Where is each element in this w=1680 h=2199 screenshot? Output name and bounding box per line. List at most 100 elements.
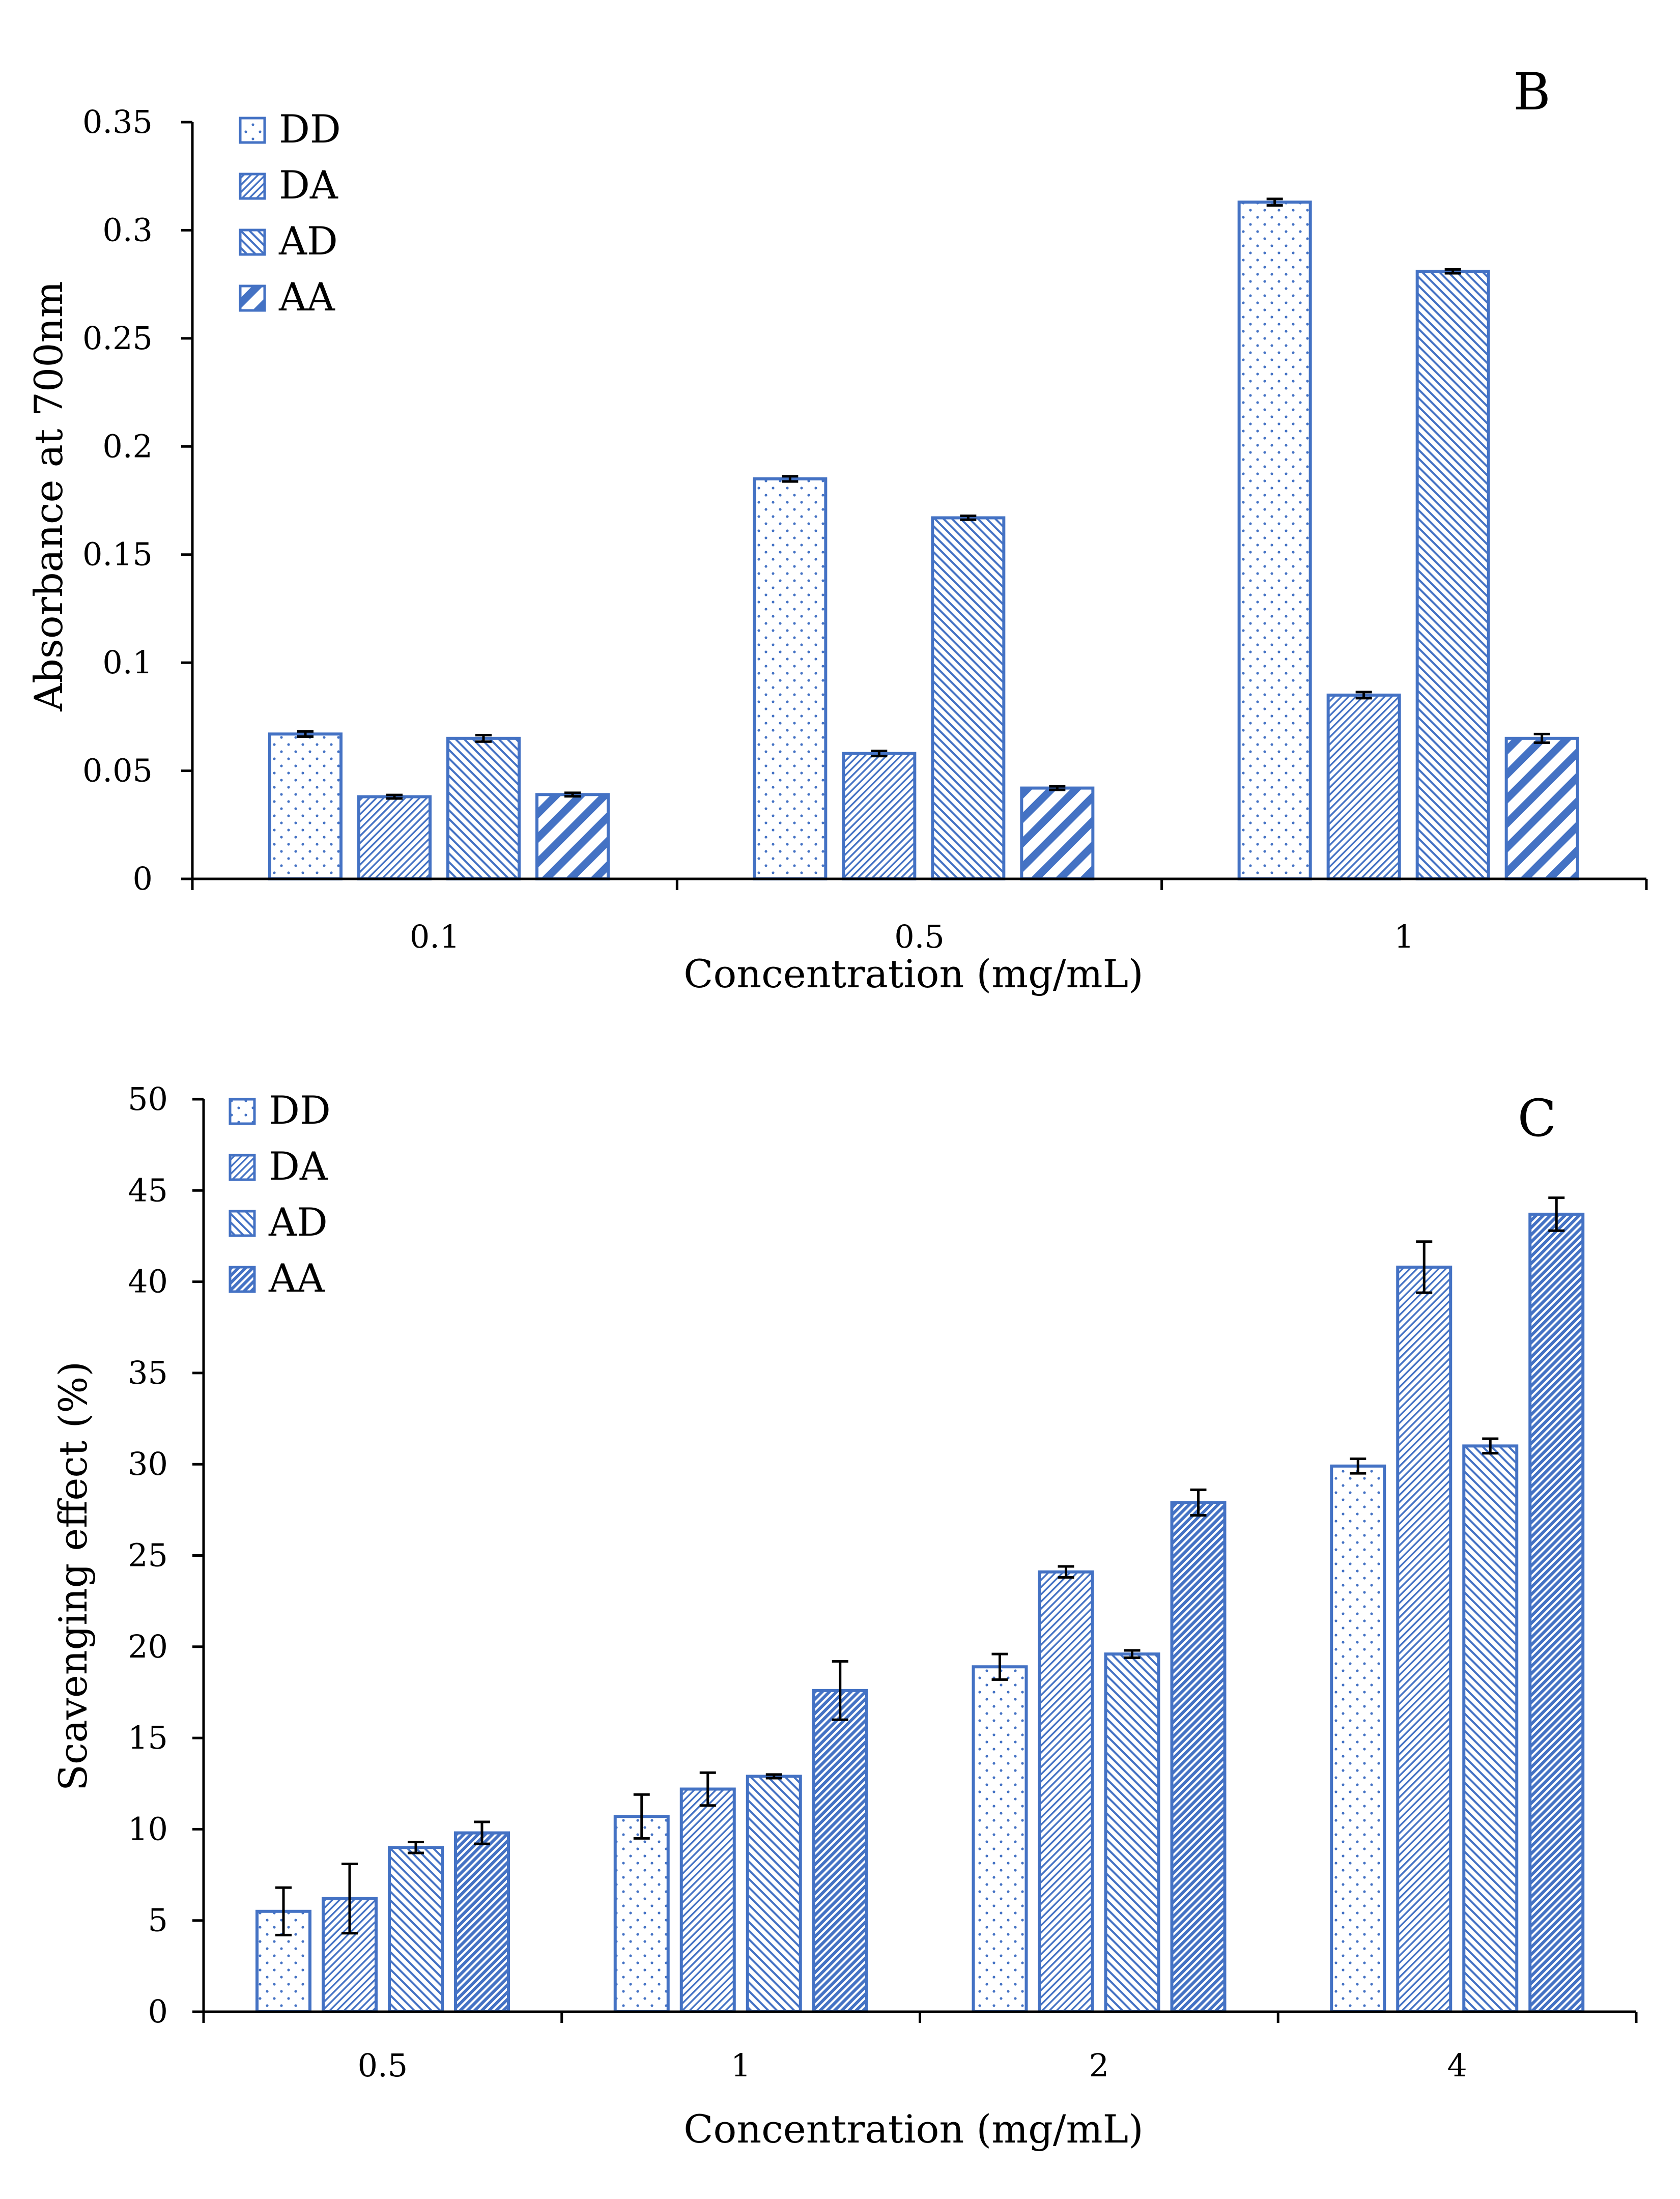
chart-c-bar: [388, 1846, 444, 2013]
chart-c-error-bar: [1416, 1240, 1433, 1294]
chart-c: C Scavenging effect (%) Concentration (m…: [50, 1080, 1638, 2152]
chart-c-ytick-label: 25: [128, 1537, 168, 1574]
chart-b-xtick-label: 0.1: [410, 918, 460, 955]
chart-b-bar: [535, 793, 610, 880]
chart-c-bar: [679, 1787, 736, 2014]
chart-b-bar: [1504, 736, 1579, 881]
chart-c-legend-swatch: [229, 1266, 256, 1293]
chart-b-error-bar: [1533, 732, 1550, 744]
chart-c-ytick-label: 40: [128, 1263, 168, 1300]
chart-c-bar: [613, 1815, 670, 2014]
chart-c-error-bar: [341, 1863, 358, 1935]
chart-b-bar: [1326, 693, 1401, 881]
chart-b-error-bar: [1355, 691, 1372, 700]
chart-c-error-bar: [991, 1652, 1008, 1681]
chart-c-error-bar: [474, 1820, 490, 1845]
chart-c-bar: [1462, 1444, 1519, 2014]
chart-c-legend-swatch: [229, 1098, 256, 1125]
chart-c-xtick-label: 1: [731, 2047, 751, 2084]
chart-b-ytick-label: 0.1: [102, 644, 153, 681]
chart-c-legend: DD DA AD AA: [229, 1088, 331, 1301]
chart-c-error-bar: [1124, 1649, 1141, 1659]
chart-b-bar: [268, 732, 343, 880]
chart-b-ytick-label: 0.15: [82, 536, 153, 573]
chart-b: B Absorbance at 700nm Concentration (mg/…: [26, 62, 1648, 996]
chart-c-error-bar: [408, 1841, 424, 1854]
chart-b-error-bar: [564, 791, 581, 798]
chart-b-legend-label: AD: [278, 218, 338, 264]
chart-b-error-bar: [1049, 785, 1066, 791]
chart-b-error-bar: [1444, 268, 1461, 275]
chart-b-ytick-label: 0.3: [102, 211, 153, 248]
chart-b-legend-swatch: [239, 229, 266, 256]
chart-b-legend-label: DA: [279, 162, 338, 208]
chart-c-legend-label: AA: [268, 1255, 325, 1301]
chart-b-error-bar: [1266, 197, 1283, 207]
chart-c-error-bar: [1350, 1457, 1366, 1475]
chart-b-ytick-label: 0: [133, 860, 153, 897]
chart-c-bar: [812, 1689, 868, 2013]
chart-b-bar: [931, 516, 1006, 880]
chart-c-xtick-label: 2: [1089, 2047, 1109, 2084]
chart-b-legend-item: DD: [239, 106, 341, 152]
chart-c-error-bar: [1482, 1437, 1499, 1455]
chart-c-bars: [255, 1196, 1585, 2014]
chart-b-legend-item: AA: [239, 274, 335, 320]
chart-c-error-bar: [1058, 1565, 1074, 1579]
chart-c-error-bar: [633, 1793, 650, 1840]
chart-c-error-bar: [275, 1886, 292, 1936]
chart-c-ytick-label: 50: [128, 1080, 168, 1118]
chart-c-xtick-label: 0.5: [358, 2047, 408, 2084]
chart-b-ytick-label: 0.05: [82, 752, 153, 789]
chart-c-bar: [746, 1775, 802, 2013]
chart-b-ylabel: Absorbance at 700nm: [26, 281, 71, 711]
chart-c-ytick-label: 15: [128, 1719, 168, 1756]
chart-c-error-bar: [699, 1771, 716, 1807]
chart-b-ytick-label: 0.2: [102, 427, 153, 465]
chart-c-bar: [1038, 1570, 1094, 2013]
chart-c-ytick-label: 20: [128, 1628, 168, 1665]
chart-c-xticks: 0.5 1 2 4: [358, 2047, 1467, 2084]
chart-b-ytick-label: 0.25: [82, 320, 153, 357]
chart-c-error-bar: [765, 1773, 782, 1780]
chart-b-yticks: 0 0.05 0.1 0.15 0.2 0.25 0.3 0.35: [82, 103, 153, 897]
chart-b-bar: [357, 795, 432, 881]
chart-b-bar: [1415, 270, 1490, 880]
chart-b-legend-item: AD: [239, 218, 338, 264]
chart-b-bar: [1237, 201, 1312, 880]
chart-b-legend-swatch: [239, 284, 266, 312]
chart-b-legend: DD DA AD AA: [239, 106, 341, 320]
chart-b-error-bar: [871, 749, 888, 758]
chart-c-axes: [192, 1098, 1638, 2023]
chart-c-ytick-label: 35: [128, 1354, 168, 1391]
chart-c-ytick-label: 5: [148, 1902, 168, 1939]
chart-c-bar: [1170, 1501, 1227, 2014]
chart-b-error-bar: [960, 515, 977, 521]
chart-c-bar: [454, 1831, 510, 2014]
chart-c-xtick-label: 4: [1447, 2047, 1467, 2084]
chart-b-legend-item: DA: [239, 162, 338, 208]
chart-c-bar: [972, 1665, 1028, 2014]
chart-c-panel-label: C: [1518, 1089, 1557, 1148]
chart-c-ytick-label: 0: [148, 1993, 168, 2030]
chart-b-legend-label: AA: [278, 274, 335, 320]
chart-b-axes: [181, 121, 1648, 890]
chart-b-bar: [842, 752, 917, 881]
chart-c-legend-item: AA: [229, 1255, 325, 1301]
chart-c-legend-item: DA: [229, 1144, 328, 1189]
chart-c-xlabel: Concentration (mg/mL): [684, 2106, 1143, 2152]
chart-c-legend-label: DD: [269, 1088, 331, 1133]
chart-b-bar: [1020, 786, 1095, 881]
chart-c-legend-item: DD: [229, 1088, 331, 1133]
chart-c-bar: [1104, 1652, 1160, 2014]
chart-b-bars: [268, 197, 1579, 881]
chart-c-bar: [1330, 1464, 1386, 2013]
chart-b-panel-label: B: [1513, 62, 1551, 122]
chart-b-bar: [446, 736, 521, 881]
chart-c-bar: [1396, 1265, 1453, 2014]
chart-c-ytick-label: 45: [128, 1172, 168, 1209]
chart-c-legend-item: AD: [229, 1200, 328, 1245]
chart-b-error-bar: [297, 730, 314, 738]
chart-b-bar: [753, 477, 828, 880]
